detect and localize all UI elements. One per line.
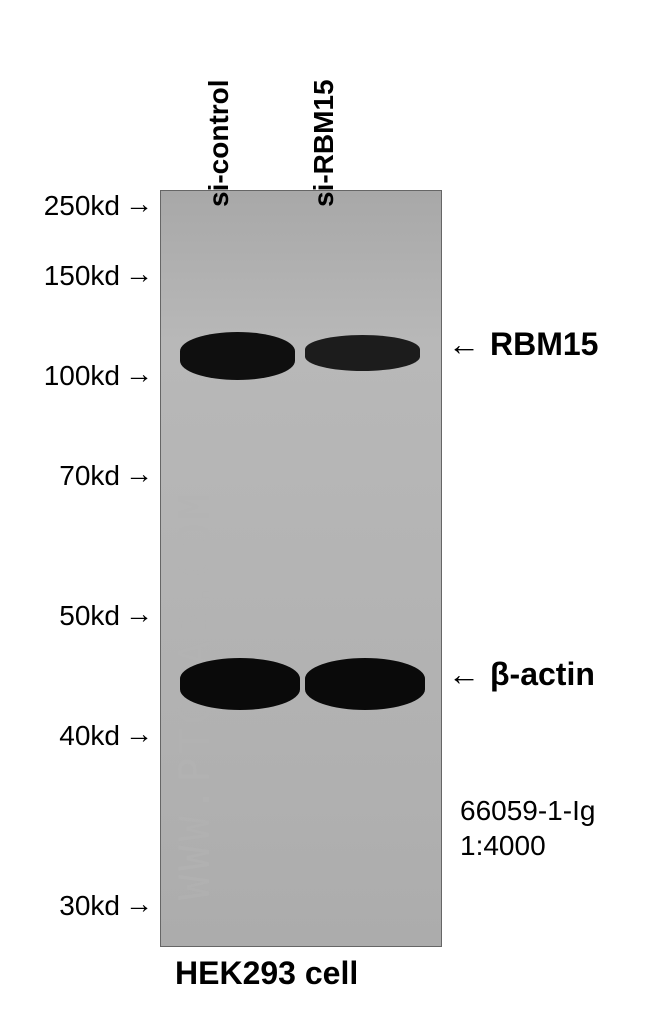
marker-arrow-70: → bbox=[125, 458, 153, 490]
marker-arrow-50: → bbox=[125, 598, 153, 630]
marker-150kd: 150kd bbox=[40, 260, 120, 292]
protein-label-rbm15: RBM15 bbox=[490, 326, 598, 363]
dilution: 1:4000 bbox=[460, 830, 546, 862]
antibody-id: 66059-1-Ig bbox=[460, 795, 595, 827]
lane-label-sirna: si-RBM15 bbox=[308, 79, 340, 207]
protein-arrow-rbm15: ← bbox=[448, 326, 480, 363]
marker-40kd: 40kd bbox=[55, 720, 120, 752]
band-rbm15-kd bbox=[305, 335, 420, 371]
marker-250kd: 250kd bbox=[40, 190, 120, 222]
cell-line-label: HEK293 cell bbox=[175, 955, 358, 992]
marker-arrow-250: → bbox=[125, 188, 153, 220]
band-actin-control bbox=[180, 658, 300, 710]
figure-container: WWW.PTGLAB.COM si-control si-RBM15 250kd… bbox=[0, 0, 650, 1011]
band-actin-kd bbox=[305, 658, 425, 710]
protein-label-actin: β-actin bbox=[490, 656, 595, 693]
marker-30kd: 30kd bbox=[55, 890, 120, 922]
protein-arrow-actin: ← bbox=[448, 656, 480, 693]
marker-arrow-40: → bbox=[125, 718, 153, 750]
marker-70kd: 70kd bbox=[55, 460, 120, 492]
marker-50kd: 50kd bbox=[55, 600, 120, 632]
lane-label-control: si-control bbox=[203, 79, 235, 207]
marker-100kd: 100kd bbox=[40, 360, 120, 392]
marker-arrow-100: → bbox=[125, 358, 153, 390]
band-rbm15-control bbox=[180, 332, 295, 380]
marker-arrow-30: → bbox=[125, 888, 153, 920]
marker-arrow-150: → bbox=[125, 258, 153, 290]
